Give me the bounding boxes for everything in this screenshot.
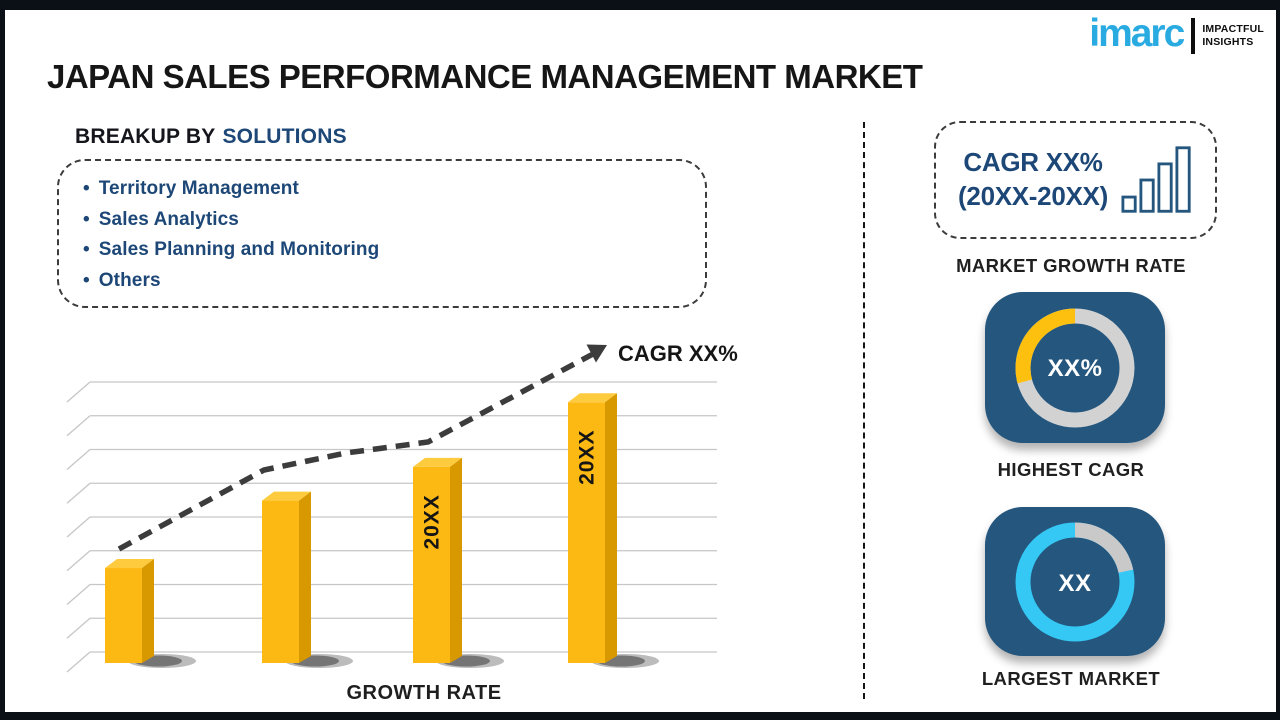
highest-cagr-tile: XX% [985, 292, 1165, 443]
imarc-wordmark: imarc [1089, 12, 1185, 55]
bar-chart-icon [1121, 146, 1191, 213]
chart-grid [66, 381, 717, 673]
logo-divider [1191, 17, 1196, 54]
list-item-others: Others [83, 266, 705, 297]
cagr-trend-label: CAGR XX% [618, 341, 738, 366]
bar: 20XX [568, 393, 659, 668]
cagr-period: (20XX-20XX) [958, 181, 1108, 211]
breakup-heading: BREAKUP BY SOLUTIONS [75, 125, 347, 149]
bar-label: 20XX [421, 494, 444, 549]
xaxis-label: GROWTH RATE [346, 682, 501, 704]
solutions-list: Territory Management Sales Analytics Sal… [59, 161, 705, 296]
cagr-value: CAGR XX% [963, 147, 1103, 178]
list-item-sales-planning-monitoring: Sales Planning and Monitoring [83, 235, 705, 266]
market-growth-caption: MARKET GROWTH RATE [956, 255, 1186, 276]
highest-cagr-donut: XX% [1015, 308, 1135, 427]
solutions-list-box: Territory Management Sales Analytics Sal… [57, 159, 707, 308]
breakup-heading-prefix: BREAKUP BY [75, 125, 216, 148]
highest-cagr-value: XX% [1048, 355, 1103, 382]
trend-arrow [117, 344, 607, 552]
imarc-logo: imarc IMPACTFUL INSIGHTS [1089, 14, 1264, 57]
list-item-sales-analytics: Sales Analytics [83, 205, 705, 236]
largest-market-tile: XX [985, 507, 1165, 656]
page-title: JAPAN SALES PERFORMANCE MANAGEMENT MARKE… [47, 58, 923, 95]
section-divider [863, 122, 865, 699]
bar: 20XX [413, 457, 504, 668]
logo-tagline-line2: INSIGHTS [1202, 35, 1254, 48]
bar [262, 491, 353, 668]
bar [105, 559, 196, 668]
cagr-text: CAGR XX% (20XX-20XX) [958, 146, 1108, 214]
chart-bars: 20XX 20XX [105, 393, 659, 668]
largest-market-caption: LARGEST MARKET [981, 668, 1161, 689]
list-item-territory-management: Territory Management [83, 174, 705, 205]
largest-market-value: XX [1058, 570, 1091, 597]
highest-cagr-caption: HIGHEST CAGR [997, 459, 1145, 480]
largest-market-donut: XX [1015, 522, 1135, 641]
bar-label: 20XX [576, 430, 599, 485]
breakup-heading-highlight: SOLUTIONS [222, 125, 347, 148]
logo-tagline: IMPACTFUL INSIGHTS [1202, 23, 1264, 48]
market-growth-card: CAGR XX% (20XX-20XX) [934, 121, 1217, 239]
logo-tagline-line1: IMPACTFUL [1202, 22, 1264, 35]
